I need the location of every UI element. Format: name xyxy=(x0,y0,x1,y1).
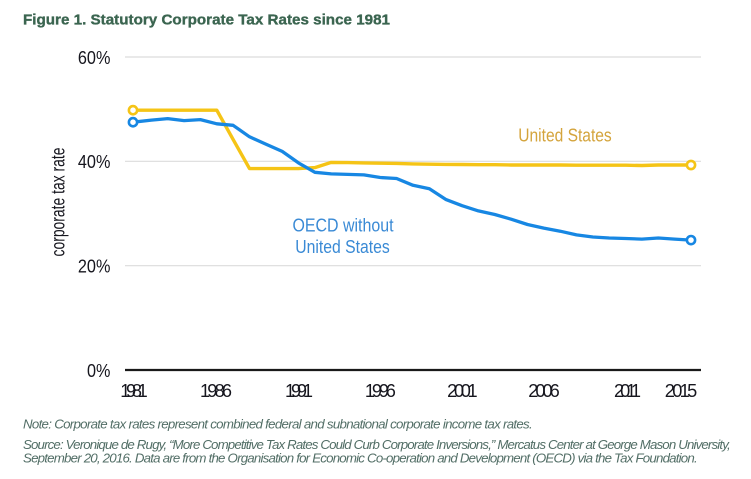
svg-text:United States: United States xyxy=(518,125,611,145)
svg-text:1981: 1981 xyxy=(120,381,148,401)
svg-text:1996: 1996 xyxy=(365,381,396,401)
svg-text:60%: 60% xyxy=(78,47,111,68)
svg-text:20%: 20% xyxy=(78,256,111,277)
svg-text:corporate tax rate: corporate tax rate xyxy=(49,148,70,257)
svg-text:Source: Veronique de Rugy, “Mo: Source: Veronique de Rugy, “More Competi… xyxy=(23,437,731,452)
svg-text:Note: Corporate tax rates repr: Note: Corporate tax rates represent comb… xyxy=(23,416,533,431)
svg-text:Figure 1. Statutory Corporate: Figure 1. Statutory Corporate Tax Rates … xyxy=(23,13,390,29)
svg-text:OECD without: OECD without xyxy=(293,216,394,236)
svg-text:40%: 40% xyxy=(78,151,111,172)
svg-text:1991: 1991 xyxy=(285,381,313,401)
svg-text:2001: 2001 xyxy=(447,381,478,401)
svg-text:2011: 2011 xyxy=(614,381,641,401)
svg-text:1986: 1986 xyxy=(200,381,232,401)
svg-text:September 20, 2016. Data are f: September 20, 2016. Data are from the Or… xyxy=(23,450,698,465)
svg-text:0%: 0% xyxy=(87,360,110,381)
svg-text:2015: 2015 xyxy=(665,381,697,401)
svg-text:2006: 2006 xyxy=(528,381,560,401)
svg-text:United States: United States xyxy=(295,237,390,257)
